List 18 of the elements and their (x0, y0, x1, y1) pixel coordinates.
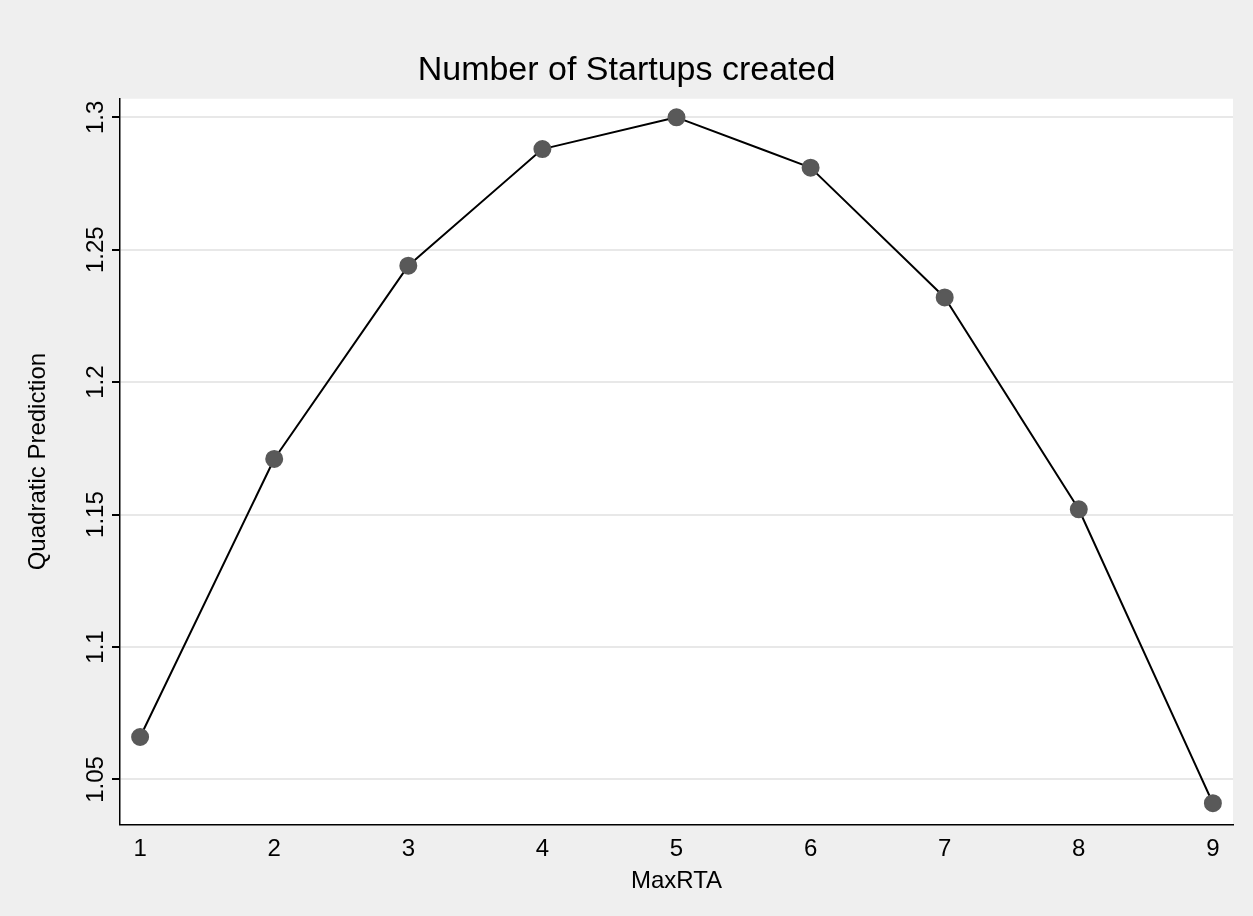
x-tick-label: 7 (938, 834, 952, 862)
y-tick-label: 1.2 (80, 365, 108, 399)
x-tick-label: 1 (133, 834, 147, 862)
y-tick-label: 1.15 (80, 491, 108, 538)
x-tick-label: 9 (1206, 834, 1220, 862)
y-tick-label: 1.1 (80, 630, 108, 664)
y-tick-label: 1.25 (80, 226, 108, 274)
x-tick-label: 5 (669, 834, 684, 862)
chart-title: Number of Startups created (417, 48, 836, 87)
x-tick-label: 6 (803, 834, 818, 862)
x-tick-label: 4 (535, 834, 550, 862)
y-axis-title: Quadratic Prediction (23, 352, 51, 571)
x-axis-title: MaxRTA (630, 866, 723, 894)
x-tick-label: 2 (267, 834, 281, 862)
y-tick-label: 1.05 (80, 756, 108, 803)
x-tick-label: 8 (1072, 834, 1086, 862)
y-tick-label: 1.3 (80, 100, 108, 135)
x-tick-label: 3 (401, 834, 415, 862)
